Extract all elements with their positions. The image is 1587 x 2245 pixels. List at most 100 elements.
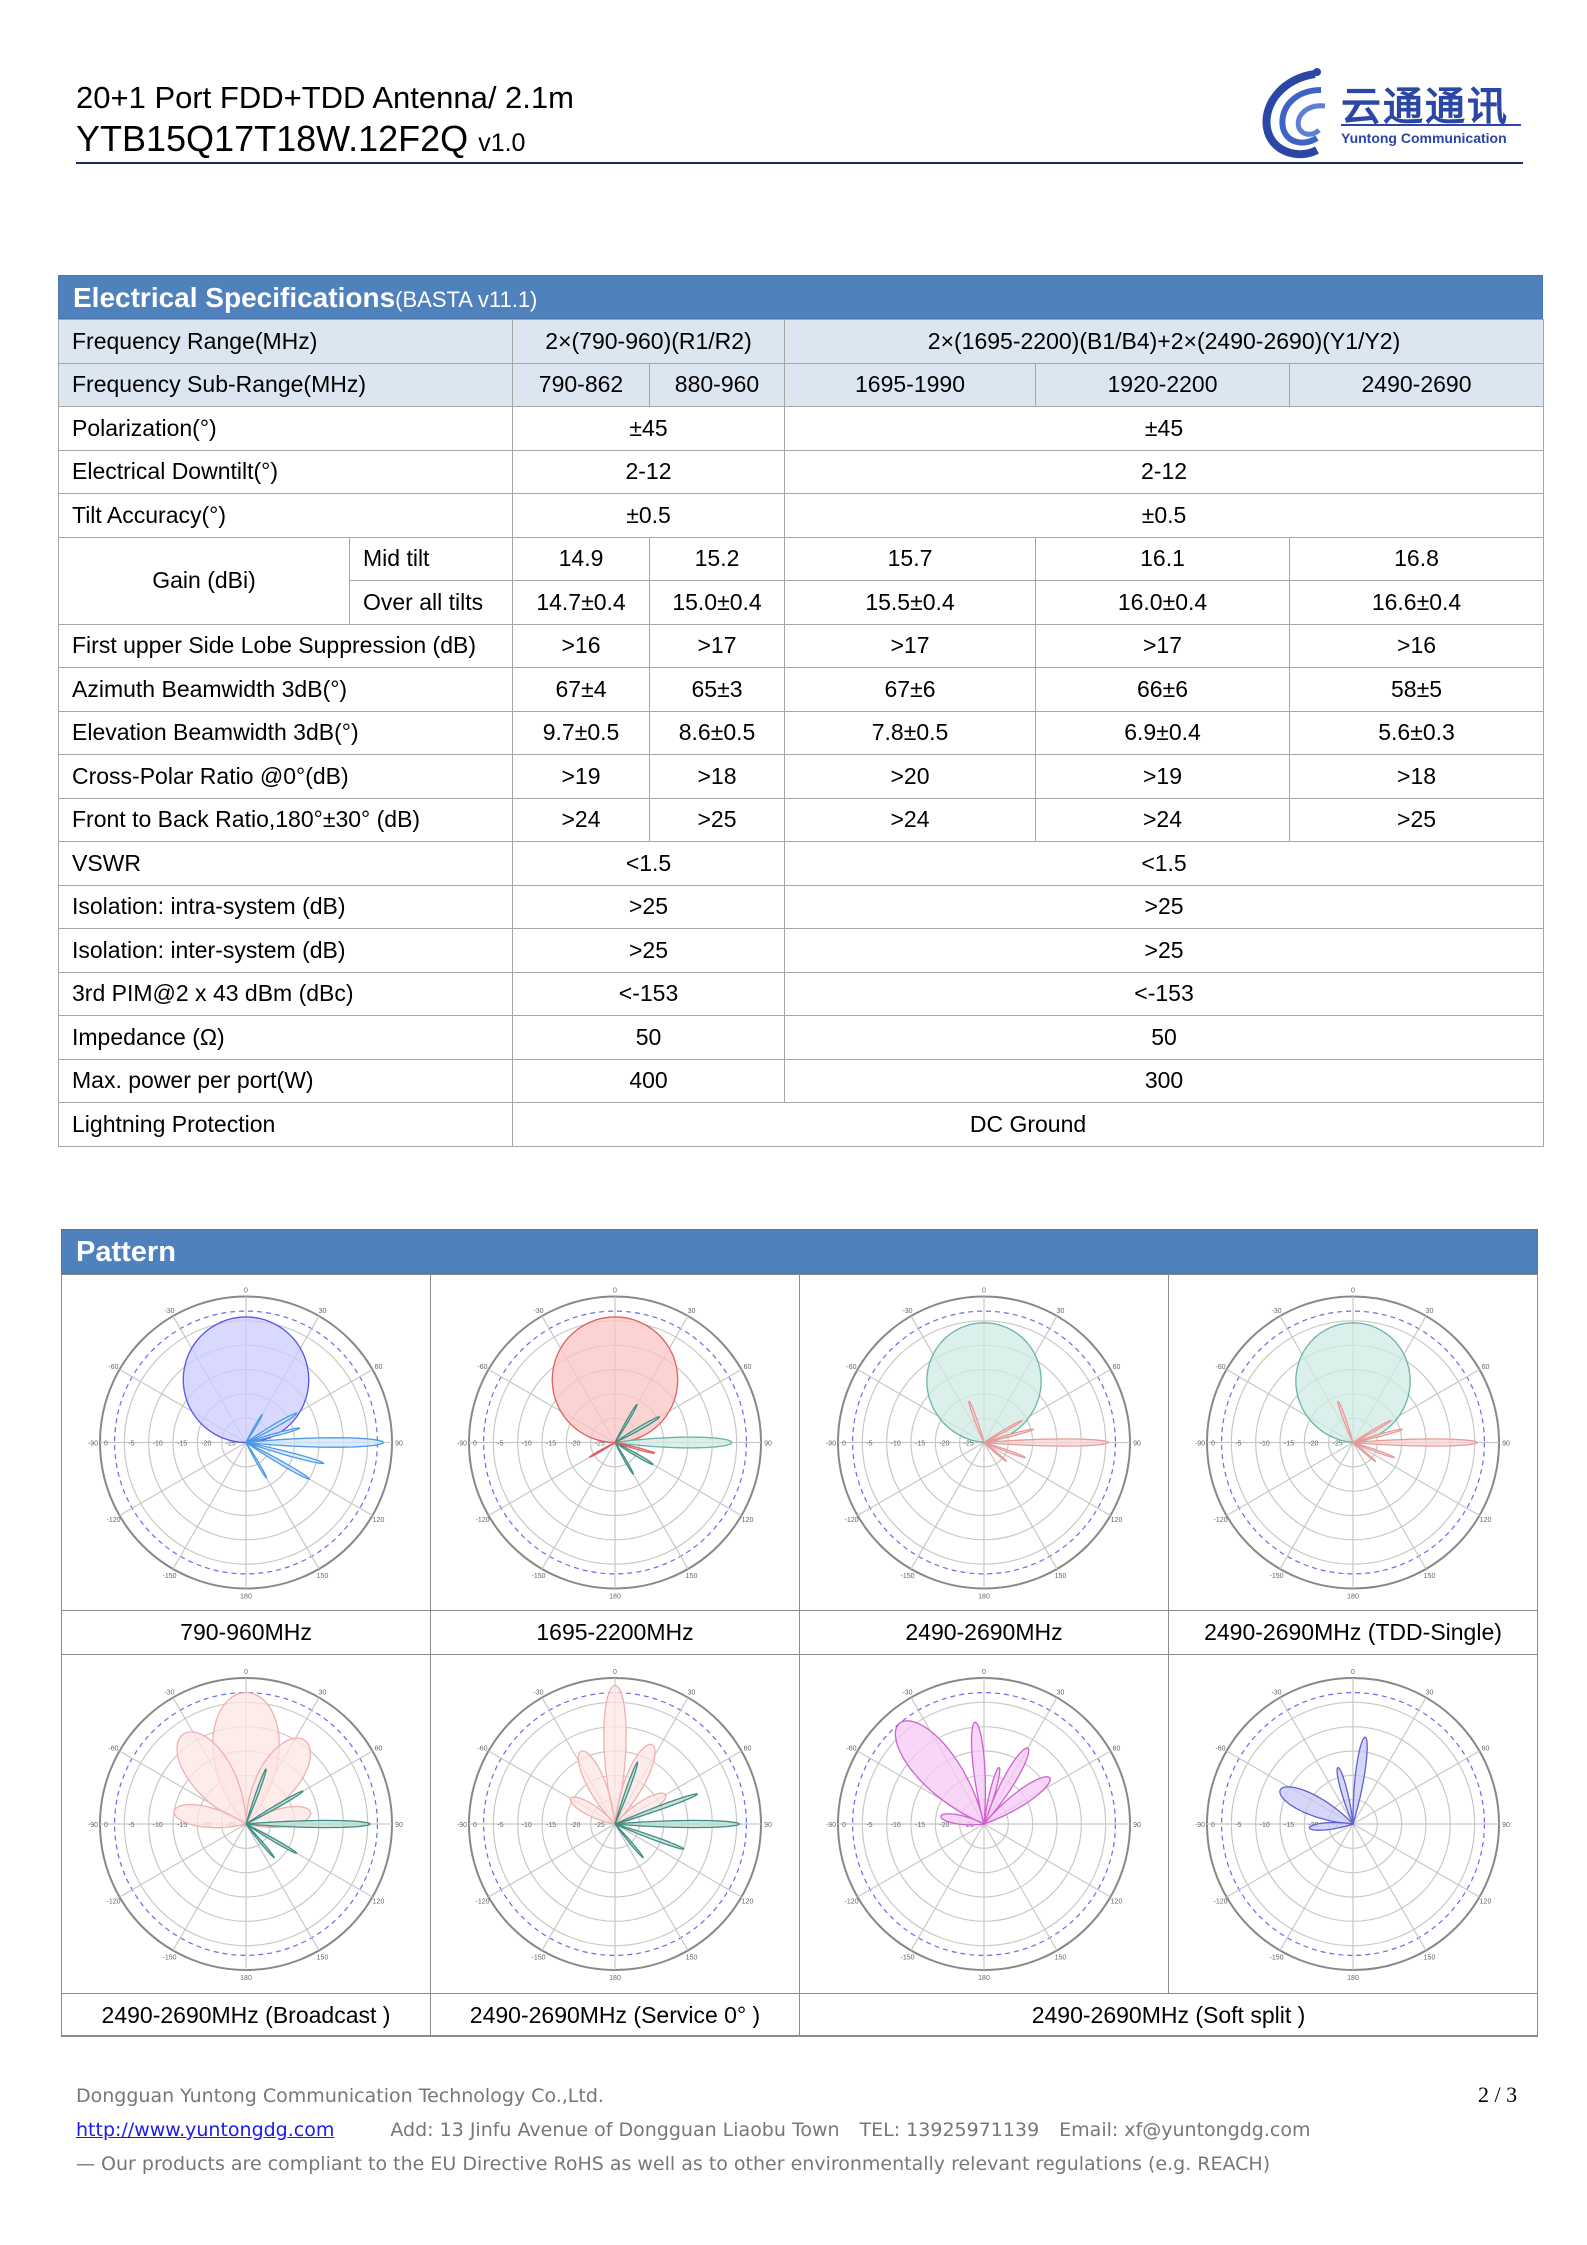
polar-plot-broadcast: 0 30 60 90 120 150 180 -150 -120 -90 -60 -30 0 -5 -10 -… <box>88 1669 403 1982</box>
polar-angle-label: 120 <box>1111 1517 1123 1524</box>
pattern-lobe <box>614 1416 660 1444</box>
polar-angle-label: 120 <box>1480 1517 1492 1524</box>
pattern-lobe <box>983 1419 1023 1444</box>
cell: 58±5 <box>1289 667 1545 712</box>
polar-angle-label: -30 <box>164 1308 174 1315</box>
polar-angle-label: 150 <box>686 1955 698 1962</box>
polar-angle-label: 0 <box>613 1288 617 1295</box>
polar-angle-label: 180 <box>240 1594 252 1601</box>
pattern-caption: 790-960MHz <box>61 1610 431 1655</box>
website-link[interactable]: http://www.yuntongdg.com <box>76 2119 335 2141</box>
cell: 2490-2690 <box>1289 362 1545 407</box>
polar-angle-label: 150 <box>686 1573 698 1580</box>
cell: <-153 <box>784 971 1545 1016</box>
row-label: Impedance (Ω) <box>57 1015 514 1060</box>
cell: ±0.5 <box>512 493 786 538</box>
cell: 66±6 <box>1035 667 1291 712</box>
pattern-lobe <box>1352 1428 1404 1444</box>
pattern-caption: 2490-2690MHz (Broadcast ) <box>61 1993 431 2037</box>
pattern-lobe <box>614 1441 656 1454</box>
polar-angle-label: 60 <box>1113 1364 1121 1371</box>
polar-radial-label: -5 <box>497 1441 503 1448</box>
section-title: Electrical Specifications <box>73 282 396 313</box>
polar-radial-label: -5 <box>128 1441 134 1448</box>
polar-angle-label: 30 <box>688 1689 696 1696</box>
pattern-lobe <box>983 1747 1030 1825</box>
polar-angle-label: 180 <box>609 1594 621 1601</box>
polar-radial-label: -10 <box>522 1441 532 1448</box>
polar-radial-label: 0 <box>473 1441 477 1448</box>
polar-angle-label: -90 <box>1195 1822 1205 1829</box>
cell: >24 <box>512 797 651 842</box>
polar-angle-label: 60 <box>1482 1364 1490 1371</box>
pattern-lobe <box>940 1813 986 1826</box>
polar-angle-label: 90 <box>395 1822 403 1829</box>
polar-radial-label: -5 <box>497 1822 503 1829</box>
cell: >20 <box>784 754 1037 799</box>
document-title: 20+1 Port FDD+TDD Antenna/ 2.1m <box>76 80 574 115</box>
polar-angle-label: 0 <box>1351 1669 1355 1676</box>
polar-angle-label: 150 <box>1055 1955 1067 1962</box>
polar-angle-label: -30 <box>902 1689 912 1696</box>
pattern-caption: 2490-2690MHz (Soft split ) <box>799 1993 1538 2037</box>
cell: 15.7 <box>784 536 1037 581</box>
cell: 16.8 <box>1289 536 1545 581</box>
address: Add: 13 Jinfu Avenue of Dongguan Liaobu … <box>390 2119 840 2141</box>
pattern-lobe <box>1352 1438 1478 1447</box>
polar-radial-label: -15 <box>177 1441 187 1448</box>
pattern-lobe <box>614 1823 685 1850</box>
pattern-lobe <box>981 1776 1051 1826</box>
pattern-lobe <box>173 1803 248 1829</box>
polar-angle-label: 150 <box>1055 1573 1067 1580</box>
polar-angle-label: -120 <box>1213 1899 1227 1906</box>
cell: >25 <box>1289 797 1545 842</box>
pattern-lobe <box>614 1442 634 1475</box>
table-row: Azimuth Beamwidth 3dB(°) 67±4 65±3 67±6 66±6… <box>57 667 1545 712</box>
polar-angle-label: -120 <box>844 1899 858 1906</box>
pattern-lobe <box>245 1441 325 1465</box>
polar-angle-label: 60 <box>375 1364 383 1371</box>
polar-angle-label: -30 <box>1271 1308 1281 1315</box>
pattern-lobe <box>983 1441 1008 1462</box>
polar-radial-label: -15 <box>915 1441 925 1448</box>
polar-angle-label: 120 <box>1480 1899 1492 1906</box>
cell: >25 <box>649 797 786 842</box>
table-row: Tilt Accuracy(°) ±0.5 ±0.5 <box>57 493 1545 538</box>
row-label: Max. power per port(W) <box>57 1058 514 1103</box>
cell: DC Ground <box>512 1102 1545 1147</box>
polar-plot-service-0: 0 30 60 90 120 150 180 -150 -120 -90 -60 -30 0 -5 -10 -… <box>457 1669 772 1982</box>
pattern-cell: 0 30 60 90 120 150 180 -150 -120 -90 -60 -30 0 -5 -10 -… <box>61 1654 431 1994</box>
company-logo: 云通通讯 Yuntong Communication <box>1255 66 1525 162</box>
pattern-lobe <box>1352 1419 1392 1444</box>
polar-radial-label: -15 <box>1284 1441 1294 1448</box>
cell: 5.6±0.3 <box>1289 710 1545 755</box>
pattern-lobe <box>968 1400 985 1443</box>
polar-angle-label: 150 <box>317 1955 329 1962</box>
polar-angle-label: -90 <box>826 1441 836 1448</box>
cell: 16.0±0.4 <box>1035 580 1291 625</box>
cell: ±0.5 <box>784 493 1545 538</box>
cell: 50 <box>512 1015 786 1060</box>
cell: 7.8±0.5 <box>784 710 1037 755</box>
pattern-lobe <box>245 1414 263 1443</box>
pattern-cell: 0 30 60 90 120 150 180 -150 -120 -90 -60 -30 0 -5 -10 -… <box>799 1274 1169 1611</box>
pattern-grid: 0 30 60 90 120 150 180 -15 0 -120 -90 -60 -30 0 -5 -10 -… <box>61 1274 1538 2037</box>
cell: >18 <box>1289 754 1545 799</box>
table-row: Frequency Range(MHz) 2×(790-960)(R1/R2) … <box>57 319 1545 364</box>
polar-angle-label: -120 <box>106 1517 120 1524</box>
pattern-lobe <box>1295 1322 1411 1444</box>
cell: 14.7±0.4 <box>512 580 651 625</box>
table-row: 3rd PIM@2 x 43 dBm (dBc) <-153 <-153 <box>57 971 1545 1016</box>
sub-label: Over all tilts <box>348 580 514 625</box>
cell: >17 <box>649 623 786 668</box>
pattern-lobe <box>970 1721 987 1825</box>
cell: 65±3 <box>649 667 786 712</box>
row-label: Front to Back Ratio,180°±30° (dB) <box>57 797 514 842</box>
polar-radial-label: -15 <box>915 1822 925 1829</box>
polar-angle-label: -60 <box>477 1746 487 1753</box>
polar-radial-label: -25 <box>595 1822 605 1829</box>
cell: >17 <box>784 623 1037 668</box>
section-subtitle: (BASTA v11.1) <box>395 287 538 312</box>
row-label: Frequency Sub-Range(MHz) <box>57 362 514 407</box>
pattern-cell: 0 30 60 90 120 150 180 -150 -120 -90 -60 -30 0 -5 -10 -… <box>430 1274 800 1611</box>
